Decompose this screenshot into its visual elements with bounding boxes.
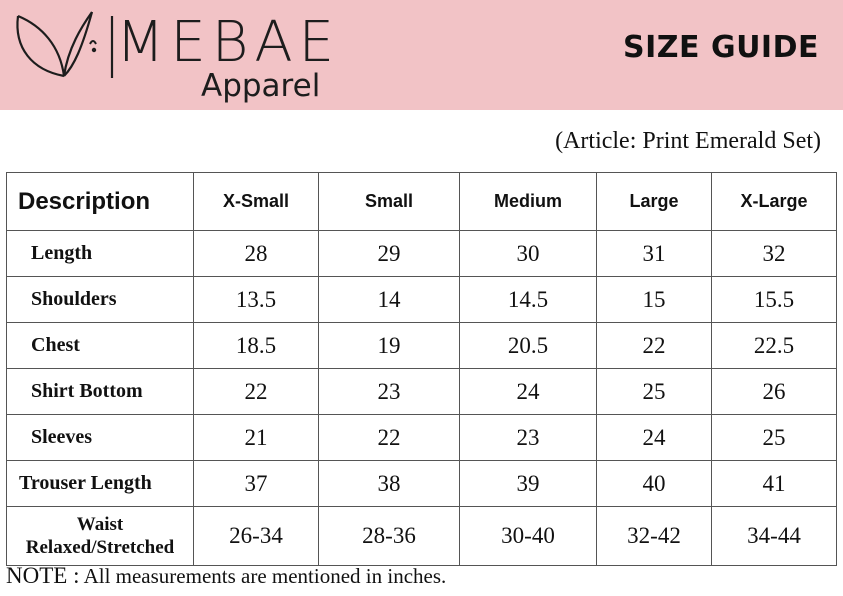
column-header-large: Large (596, 172, 712, 231)
row-label: Shirt Bottom (6, 368, 194, 415)
table-cell: 14.5 (459, 276, 597, 323)
table-cell: 40 (596, 460, 712, 507)
table-cell: 34-44 (711, 506, 837, 566)
table-cell: 30 (459, 230, 597, 277)
row-label: Waist Relaxed/Stretched (6, 506, 194, 566)
column-header-description: Description (6, 172, 194, 231)
table-cell: 23 (459, 414, 597, 461)
table-cell: 22 (596, 322, 712, 369)
table-cell: 20.5 (459, 322, 597, 369)
table-cell: 21 (193, 414, 319, 461)
header-banner: MEBAE Apparel SIZE GUIDE (0, 0, 843, 110)
table-row: Shoulders 13.5 14 14.5 15 15.5 (6, 276, 837, 323)
note-heading: NOTE : (6, 563, 80, 588)
row-label: Trouser Length (6, 460, 194, 507)
row-label-line1: Waist (76, 514, 124, 535)
table-cell: 25 (711, 414, 837, 461)
table-cell: 37 (193, 460, 319, 507)
table-cell: 24 (596, 414, 712, 461)
table-cell: 29 (318, 230, 460, 277)
table-cell: 15 (596, 276, 712, 323)
table-cell: 32-42 (596, 506, 712, 566)
table-cell: 14 (318, 276, 460, 323)
note-text: All measurements are mentioned in inches… (83, 564, 447, 588)
brand-name: MEBAE (116, 10, 341, 75)
footnote: NOTE : All measurements are mentioned in… (6, 563, 446, 589)
table-row: Length 28 29 30 31 32 (6, 230, 837, 277)
column-header-small: Small (318, 172, 460, 231)
table-cell: 22 (318, 414, 460, 461)
table-cell: 41 (711, 460, 837, 507)
table-cell: 24 (459, 368, 597, 415)
row-label: Length (6, 230, 194, 277)
table-cell: 23 (318, 368, 460, 415)
table-cell: 32 (711, 230, 837, 277)
leaf-logo-icon (16, 11, 114, 78)
brand-logo: MEBAE Apparel (12, 8, 342, 104)
row-label: Shoulders (6, 276, 194, 323)
table-cell: 28-36 (318, 506, 460, 566)
table-row: Waist Relaxed/Stretched 26-34 28-36 30-4… (6, 506, 837, 566)
article-label: (Article: Print Emerald Set) (555, 128, 821, 154)
table-row: Sleeves 21 22 23 24 25 (6, 414, 837, 461)
table-row: Chest 18.5 19 20.5 22 22.5 (6, 322, 837, 369)
table-cell: 18.5 (193, 322, 319, 369)
page-title: SIZE GUIDE (622, 30, 819, 65)
column-header-xlarge: X-Large (711, 172, 837, 231)
table-cell: 22.5 (711, 322, 837, 369)
table-cell: 38 (318, 460, 460, 507)
table-cell: 15.5 (711, 276, 837, 323)
size-table: Description X-Small Small Medium Large X… (6, 172, 837, 566)
table-header-row: Description X-Small Small Medium Large X… (6, 172, 837, 231)
table-cell: 30-40 (459, 506, 597, 566)
table-cell: 25 (596, 368, 712, 415)
table-row: Shirt Bottom 22 23 24 25 26 (6, 368, 837, 415)
table-cell: 13.5 (193, 276, 319, 323)
table-cell: 26-34 (193, 506, 319, 566)
table-row: Trouser Length 37 38 39 40 41 (6, 460, 837, 507)
row-label: Sleeves (6, 414, 194, 461)
row-label-line2: Relaxed/Stretched (25, 537, 175, 558)
table-cell: 31 (596, 230, 712, 277)
row-label: Chest (6, 322, 194, 369)
column-header-medium: Medium (459, 172, 597, 231)
column-header-xsmall: X-Small (193, 172, 319, 231)
brand-subtitle: Apparel (201, 68, 321, 104)
table-cell: 19 (318, 322, 460, 369)
table-cell: 28 (193, 230, 319, 277)
table-cell: 39 (459, 460, 597, 507)
table-cell: 26 (711, 368, 837, 415)
table-cell: 22 (193, 368, 319, 415)
